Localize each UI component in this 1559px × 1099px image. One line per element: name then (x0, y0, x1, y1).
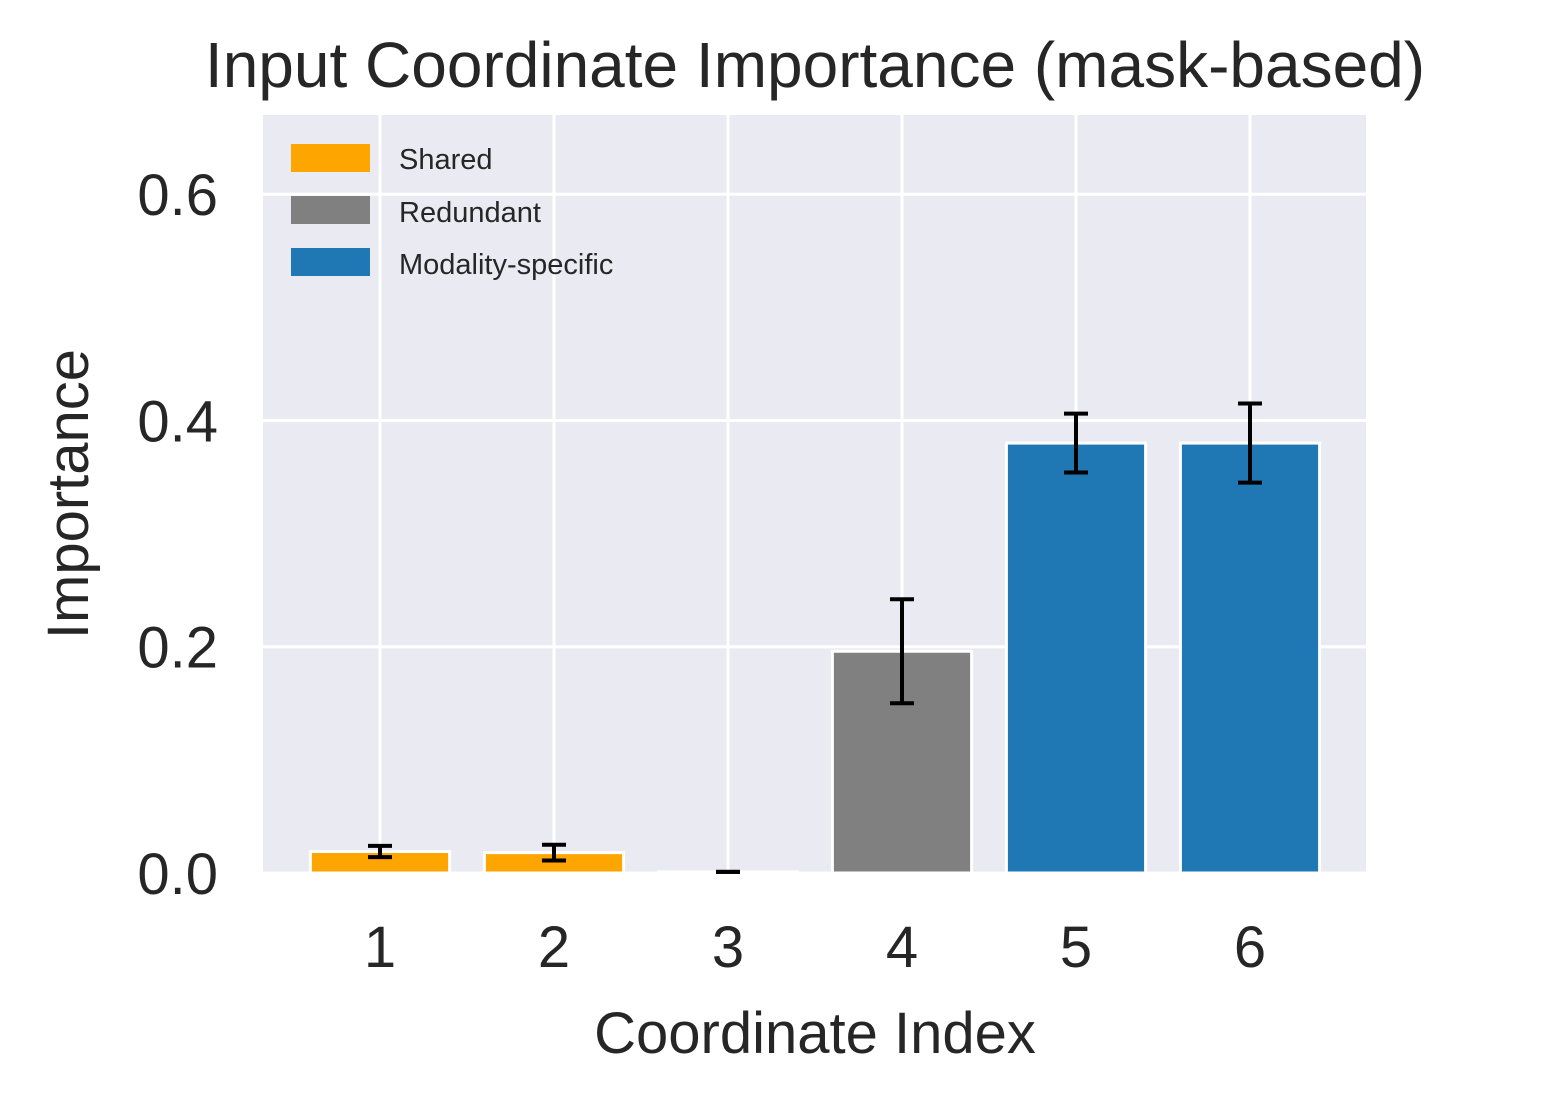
legend-swatch-shared (291, 144, 370, 172)
error-bars (368, 401, 1262, 874)
bar-6 (1178, 441, 1322, 875)
y-ticks: 0.0 0.2 0.4 0.6 (137, 163, 218, 907)
error-bar-2 (542, 842, 566, 863)
y-tick-label: 0.2 (137, 616, 218, 681)
error-bar-1 (368, 843, 392, 860)
bar-5 (1004, 441, 1148, 875)
legend: Shared Redundant Modality-specific (291, 144, 613, 281)
y-tick-label: 0.4 (137, 389, 218, 454)
legend-label-shared: Shared (399, 144, 493, 176)
y-axis-label: Importance (36, 349, 101, 639)
error-bar-5 (1064, 411, 1088, 475)
x-tick-label: 3 (712, 915, 744, 980)
x-axis-label: Coordinate Index (594, 1001, 1036, 1066)
legend-label-redundant: Redundant (399, 197, 541, 229)
legend-swatch-redundant (291, 196, 370, 224)
x-tick-label: 6 (1234, 915, 1266, 980)
legend-label-modality-specific: Modality-specific (399, 249, 613, 281)
error-bar-6 (1238, 401, 1262, 485)
legend-swatch-modality-specific (291, 248, 370, 276)
y-tick-label: 0.0 (137, 842, 218, 907)
y-tick-label: 0.6 (137, 163, 218, 228)
x-ticks: 1 2 3 4 5 6 (364, 915, 1266, 980)
x-tick-label: 4 (886, 915, 918, 980)
error-bar-4 (890, 597, 914, 706)
x-tick-label: 1 (364, 915, 396, 980)
x-tick-label: 2 (538, 915, 570, 980)
x-tick-label: 5 (1060, 915, 1092, 980)
chart-title: Input Coordinate Importance (mask-based) (205, 29, 1425, 101)
